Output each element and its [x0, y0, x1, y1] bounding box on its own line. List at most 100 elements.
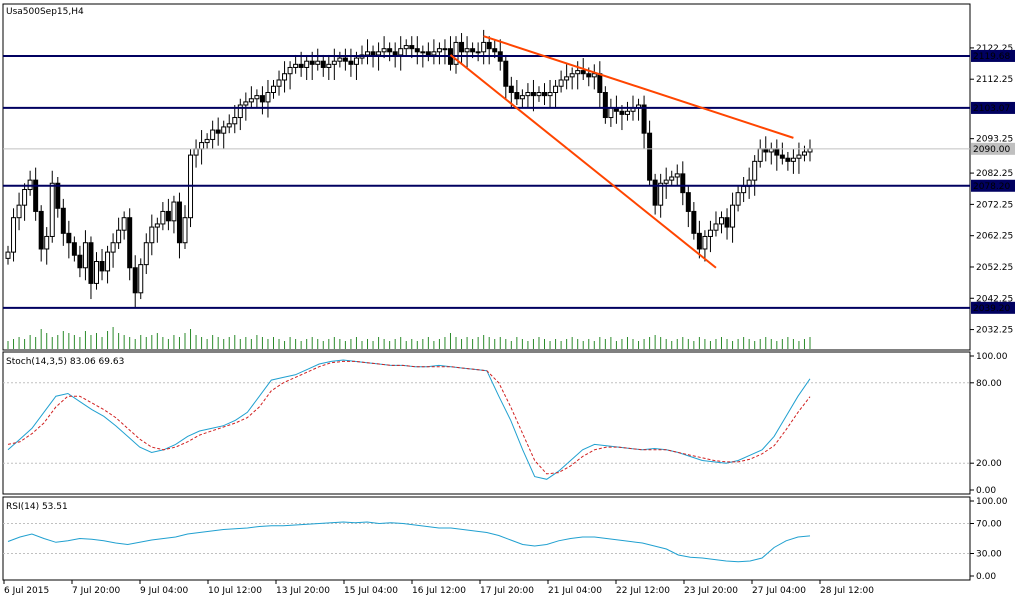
candle-body — [105, 251, 111, 272]
stoch-tick-label: 80.00 — [976, 379, 1002, 389]
candle-body — [199, 142, 205, 150]
candle-body — [558, 79, 564, 87]
candle-body — [387, 48, 393, 53]
stoch-tick-label: 100.00 — [976, 352, 1008, 362]
time-tick-label: 10 Jul 12:00 — [208, 586, 262, 596]
stoch-panel-frame — [2, 351, 971, 495]
candle-body — [88, 242, 94, 284]
stoch-tick-label: 0.00 — [976, 486, 996, 496]
candle-body — [282, 73, 288, 81]
time-tick-label: 15 Jul 04:00 — [344, 586, 398, 596]
price-tick-label: 2112.25 — [976, 75, 1013, 85]
candle-body — [165, 210, 171, 222]
candle-body — [707, 229, 713, 237]
candle-body — [154, 223, 160, 228]
candle-body — [38, 210, 44, 250]
rsi-tick-label: 70.00 — [976, 520, 1002, 530]
stoch-series-signal — [7, 360, 811, 475]
time-tick-label: 23 Jul 20:00 — [684, 586, 738, 596]
candle-body — [425, 51, 431, 56]
candle-body — [530, 92, 536, 97]
candle-body — [481, 41, 487, 53]
candle-body — [713, 223, 719, 231]
price-tick-label: 2032.25 — [976, 326, 1013, 336]
rsi-title: RSI(14) 53.51 — [6, 502, 68, 512]
rsi-panel-frame — [2, 496, 971, 581]
candle-body — [5, 251, 11, 259]
candle-body — [337, 57, 343, 62]
price-tick-label: 2082.25 — [976, 169, 1013, 179]
candle-body — [276, 79, 282, 87]
time-tick-label: 17 Jul 20:00 — [480, 586, 534, 596]
candle-body — [237, 104, 243, 119]
price-tick-label: 2072.25 — [976, 200, 1013, 210]
candle-body — [442, 48, 448, 51]
candle-body — [730, 204, 736, 228]
candle-body — [370, 51, 376, 56]
candle-body — [398, 48, 404, 56]
candle-body — [392, 51, 398, 56]
candle-body — [270, 85, 276, 93]
candle-body — [674, 173, 680, 178]
candle-body — [752, 160, 758, 181]
candle-body — [60, 207, 66, 234]
level-label-bg — [971, 179, 1015, 192]
price-tick-label: 2093.25 — [976, 135, 1013, 145]
candle-body — [779, 154, 785, 159]
candle-body — [298, 63, 304, 68]
current-price-label: 2090.00 — [973, 145, 1010, 155]
time-tick-label: 7 Jul 20:00 — [72, 586, 121, 596]
time-tick-label: 13 Jul 20:00 — [276, 586, 330, 596]
main-chart-title: Usa500Sep15,H4 — [6, 7, 84, 17]
candle-body — [93, 261, 99, 284]
candle-body — [514, 92, 520, 100]
trendline-upper — [483, 35, 794, 139]
candle-body — [453, 41, 459, 65]
time-tick-label: 16 Jul 12:00 — [412, 586, 466, 596]
candle-body — [320, 60, 326, 68]
candle-body — [680, 173, 686, 194]
candle-body — [602, 92, 608, 119]
candle-body — [309, 60, 315, 65]
candle-body — [702, 235, 708, 250]
candle-body — [331, 60, 337, 65]
candle-body — [11, 217, 17, 253]
candle-body — [641, 104, 647, 134]
candle-body — [525, 92, 531, 97]
candle-body — [796, 154, 802, 159]
candle-body — [49, 182, 55, 237]
candle-body — [226, 123, 232, 128]
candle-body — [293, 63, 299, 68]
candle-body — [33, 179, 39, 212]
price-tick-label: 2062.25 — [976, 232, 1013, 242]
level-label-bg — [971, 101, 1015, 114]
level-label-bg — [971, 49, 1015, 62]
candle-body — [696, 232, 702, 250]
candle-body — [77, 254, 83, 269]
candle-body — [132, 267, 138, 294]
level-label: 2078.20 — [973, 182, 1010, 192]
trendline-lower — [449, 54, 717, 269]
candle-body — [55, 182, 61, 209]
candle-body — [508, 85, 514, 93]
candle-body — [110, 242, 116, 253]
candle-body — [248, 98, 254, 103]
candle-body — [176, 201, 182, 244]
candle-body — [376, 51, 382, 56]
candle-body — [232, 117, 238, 125]
candle-body — [254, 95, 260, 100]
stoch-title: Stoch(14,3,5) 83.06 69.63 — [6, 357, 124, 367]
candle-body — [326, 63, 332, 68]
candle-body — [470, 48, 476, 53]
candle-body — [774, 148, 780, 156]
candle-body — [669, 176, 675, 181]
candle-body — [44, 235, 50, 250]
candle-body — [221, 126, 227, 134]
candle-body — [597, 73, 603, 93]
candle-body — [210, 129, 216, 140]
candle-body — [685, 192, 691, 212]
candle-body — [193, 148, 199, 156]
candle-body — [315, 60, 321, 65]
candle-body — [735, 192, 741, 206]
